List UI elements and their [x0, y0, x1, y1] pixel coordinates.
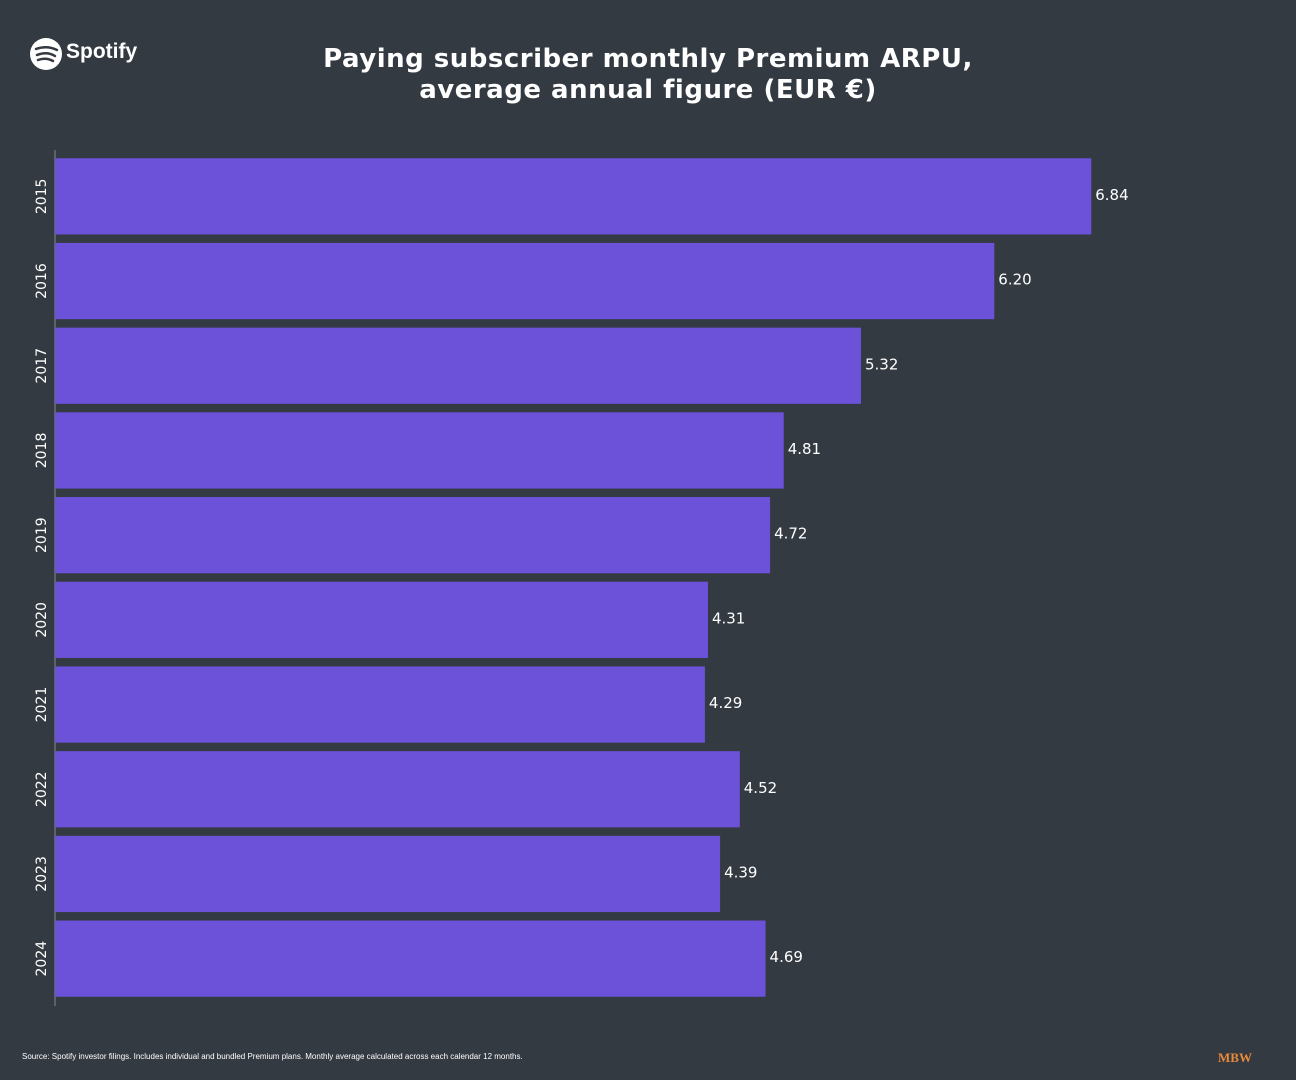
bar [55, 920, 766, 997]
value-label: 4.72 [774, 525, 807, 543]
y-tick-label: 2016 [34, 263, 50, 299]
bar [55, 412, 784, 489]
y-tick-label: 2022 [34, 771, 50, 807]
value-label: 4.39 [724, 863, 757, 881]
source-note: Source: Spotify investor filings. Includ… [22, 1052, 523, 1061]
y-tick-label: 2018 [34, 433, 50, 469]
y-tick-label: 2017 [34, 348, 50, 384]
y-tick-label: 2019 [34, 517, 50, 553]
bar [55, 158, 1092, 235]
spotify-icon [30, 38, 62, 70]
chart-title: Paying subscriber monthly Premium ARPU, … [323, 44, 973, 105]
bar [55, 835, 721, 913]
logo: Spotify [66, 40, 138, 63]
bar [55, 751, 740, 828]
y-tick-label: 2023 [34, 856, 50, 892]
y-tick-label: 2021 [34, 687, 50, 723]
value-label: 4.31 [712, 609, 745, 627]
value-label: 6.84 [1095, 186, 1128, 204]
brand: MBW [1218, 1050, 1252, 1065]
value-label: 4.52 [744, 779, 777, 797]
bar [55, 666, 705, 743]
bar [55, 327, 861, 404]
bar [55, 242, 995, 320]
value-label: 5.32 [865, 355, 898, 373]
value-label: 4.29 [709, 694, 742, 712]
y-tick-label: 2020 [34, 602, 50, 638]
value-label: 4.81 [788, 440, 821, 458]
value-label: 6.20 [998, 271, 1031, 289]
value-label: 4.69 [770, 948, 803, 966]
bar [55, 581, 708, 658]
y-tick-label: 2024 [34, 941, 50, 977]
y-tick-label: 2015 [34, 179, 50, 215]
bar [55, 497, 771, 574]
